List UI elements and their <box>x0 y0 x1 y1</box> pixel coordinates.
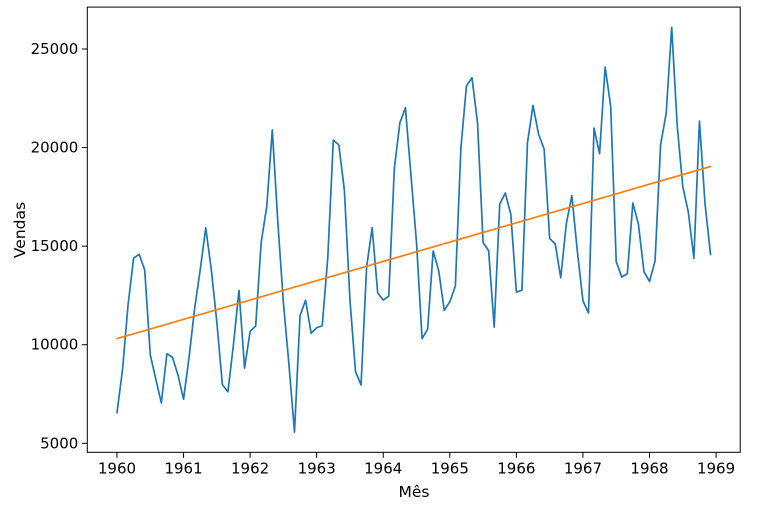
y-tick-label: 20000 <box>31 139 79 157</box>
y-tick-label: 15000 <box>31 237 79 255</box>
x-tick-label: 1969 <box>697 459 735 477</box>
x-tick-label: 1961 <box>164 459 202 477</box>
x-tick-label: 1963 <box>298 459 336 477</box>
y-tick-label: 10000 <box>31 336 79 354</box>
x-tick-label: 1964 <box>364 459 402 477</box>
x-tick-label: 1968 <box>630 459 668 477</box>
y-tick-label: 25000 <box>31 40 79 58</box>
x-axis-label: Mês <box>398 483 430 501</box>
y-tick-label: 5000 <box>40 434 78 452</box>
sales-line <box>116 26 712 433</box>
y-axis-label: Vendas <box>11 201 29 259</box>
x-tick-label: 1966 <box>497 459 535 477</box>
axes-frame <box>86 6 741 453</box>
x-tick-label: 1960 <box>98 459 136 477</box>
x-tick-label: 1967 <box>564 459 602 477</box>
x-tick-label: 1965 <box>431 459 469 477</box>
x-tick-label: 1962 <box>231 459 269 477</box>
trend-line <box>116 165 712 340</box>
